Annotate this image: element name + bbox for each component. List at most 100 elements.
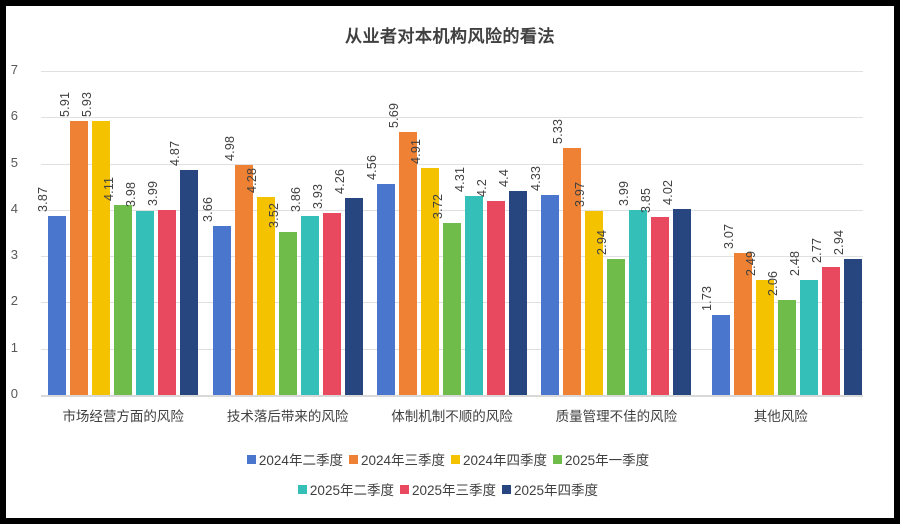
legend-swatch-icon xyxy=(502,484,512,494)
chart-title: 从业者对本机构风险的看法 xyxy=(345,27,555,46)
category-label: 其他风险 xyxy=(753,409,808,424)
legend-swatch-icon xyxy=(399,484,409,494)
bar-slot: 1.73 xyxy=(700,71,730,395)
legend-item[interactable]: 2025年三季度 xyxy=(399,479,500,499)
legend-item[interactable]: 2024年四季度 xyxy=(451,449,551,469)
legend-item[interactable]: 2024年三季度 xyxy=(348,449,449,469)
bar[interactable] xyxy=(256,196,275,395)
bar-value-label: 4.98 xyxy=(222,135,237,161)
bar-slot: 3.66 xyxy=(201,71,231,395)
bar[interactable] xyxy=(651,216,670,395)
y-axis-tick-label: 7 xyxy=(10,62,18,77)
bar[interactable] xyxy=(541,194,560,395)
gridline xyxy=(41,71,863,72)
bar-slot: 4.28 xyxy=(245,71,275,395)
bar-value-label: 3.72 xyxy=(431,193,445,219)
bar[interactable] xyxy=(443,222,461,395)
bar[interactable] xyxy=(843,258,862,395)
bar-slot: 3.99 xyxy=(146,71,177,395)
legend-label: 2024年四季度 xyxy=(463,453,548,468)
plot-area: 0 1 2 3 4 5 6 7 3.87 5.91 5.93 4.11 3.98 3.99 4.87 3.6… xyxy=(11,62,863,424)
y-axis-tick-label: 2 xyxy=(10,293,18,309)
bar-slot: 4.56 xyxy=(365,71,395,395)
bar-slot: 2.48 xyxy=(788,71,818,395)
legend-swatch-icon xyxy=(553,454,563,464)
gridline xyxy=(41,117,863,119)
bar-group: 3.87 5.91 5.93 4.11 3.98 3.99 4.87 xyxy=(36,71,199,395)
bar-slot: 2.94 xyxy=(595,71,626,395)
bar[interactable] xyxy=(278,232,297,395)
bar[interactable] xyxy=(136,210,155,395)
bar[interactable] xyxy=(180,169,199,395)
bar-value-label: 5.33 xyxy=(551,119,566,145)
bar[interactable] xyxy=(377,183,395,395)
bar-value-label: 4.02 xyxy=(661,179,676,205)
y-axis-tick-label: 0 xyxy=(10,386,18,401)
bar-value-label: 1.73 xyxy=(699,285,714,311)
bar[interactable] xyxy=(509,191,527,395)
bar[interactable] xyxy=(158,210,177,395)
bar-slot: 2.77 xyxy=(810,71,840,395)
bar-slot: 3.86 xyxy=(289,71,319,395)
bar[interactable] xyxy=(322,213,341,395)
y-axis-tick-label: 3 xyxy=(10,247,18,263)
legend-label: 2025年一季度 xyxy=(565,453,650,468)
bar[interactable] xyxy=(465,195,483,395)
gridline xyxy=(41,163,863,165)
bar-slot: 4.2 xyxy=(475,71,505,395)
legend-swatch-icon xyxy=(297,484,307,494)
legend-item[interactable]: 2025年二季度 xyxy=(297,479,398,499)
legend-item[interactable]: 2024年二季度 xyxy=(246,449,347,469)
bar-slot: 3.85 xyxy=(639,71,670,395)
bar-slot: 2.06 xyxy=(766,71,796,395)
category-label: 质量管理不佳的风险 xyxy=(555,409,678,424)
legend-item[interactable]: 2025年四季度 xyxy=(502,479,602,499)
category-label: 技术落后带来的风险 xyxy=(226,409,349,424)
bar-slot: 5.91 xyxy=(58,71,89,395)
chart-legend: 2024年二季度 2024年三季度 2024年四季度 2025年一季度 2025年二季… xyxy=(6,444,894,504)
bar-group: 1.73 3.07 2.49 2.06 2.48 2.77 2.94 xyxy=(700,71,862,395)
bar-value-label: 4.4 xyxy=(497,169,511,188)
bar[interactable] xyxy=(300,216,319,395)
bar-slot: 3.98 xyxy=(124,71,155,395)
y-axis-tick-label: 5 xyxy=(10,154,18,170)
bar-slot: 3.97 xyxy=(573,71,604,395)
bar[interactable] xyxy=(212,225,231,395)
bar-value-label: 3.97 xyxy=(573,182,588,208)
bar-value-label: 4.31 xyxy=(453,166,467,192)
bar[interactable] xyxy=(585,211,604,395)
bar[interactable] xyxy=(777,299,796,395)
bar[interactable] xyxy=(733,252,752,395)
bar[interactable] xyxy=(563,148,582,395)
bar-slot: 4.31 xyxy=(453,71,483,395)
bar[interactable] xyxy=(607,258,626,395)
bar[interactable] xyxy=(487,200,505,395)
bar[interactable] xyxy=(673,208,692,395)
legend-item[interactable]: 2025年一季度 xyxy=(553,449,653,469)
legend-label: 2025年四季度 xyxy=(514,483,599,498)
bar[interactable] xyxy=(821,266,840,395)
bar[interactable] xyxy=(70,121,89,395)
bar[interactable] xyxy=(114,204,133,395)
bar-value-label: 4.33 xyxy=(529,165,544,191)
bar[interactable] xyxy=(92,120,111,395)
bar-value-label: 3.07 xyxy=(721,223,736,249)
bar-slot: 4.91 xyxy=(409,71,439,395)
bar-slot: 5.93 xyxy=(80,71,111,395)
bar-value-label: 2.49 xyxy=(743,250,758,276)
bar[interactable] xyxy=(344,197,363,395)
bar[interactable] xyxy=(48,215,67,395)
bar[interactable] xyxy=(629,210,648,395)
bar-value-label: 2.94 xyxy=(831,229,846,255)
bar[interactable] xyxy=(399,131,417,395)
bar[interactable] xyxy=(234,164,253,395)
bar-value-label: 2.94 xyxy=(595,229,610,255)
bar-value-label: 3.99 xyxy=(617,181,632,207)
bar[interactable] xyxy=(421,167,439,395)
bar-value-label: 3.99 xyxy=(146,181,161,207)
bar[interactable] xyxy=(799,280,818,395)
bar[interactable] xyxy=(711,314,730,395)
bar[interactable] xyxy=(755,279,774,395)
bar-value-label: 3.85 xyxy=(639,187,654,213)
